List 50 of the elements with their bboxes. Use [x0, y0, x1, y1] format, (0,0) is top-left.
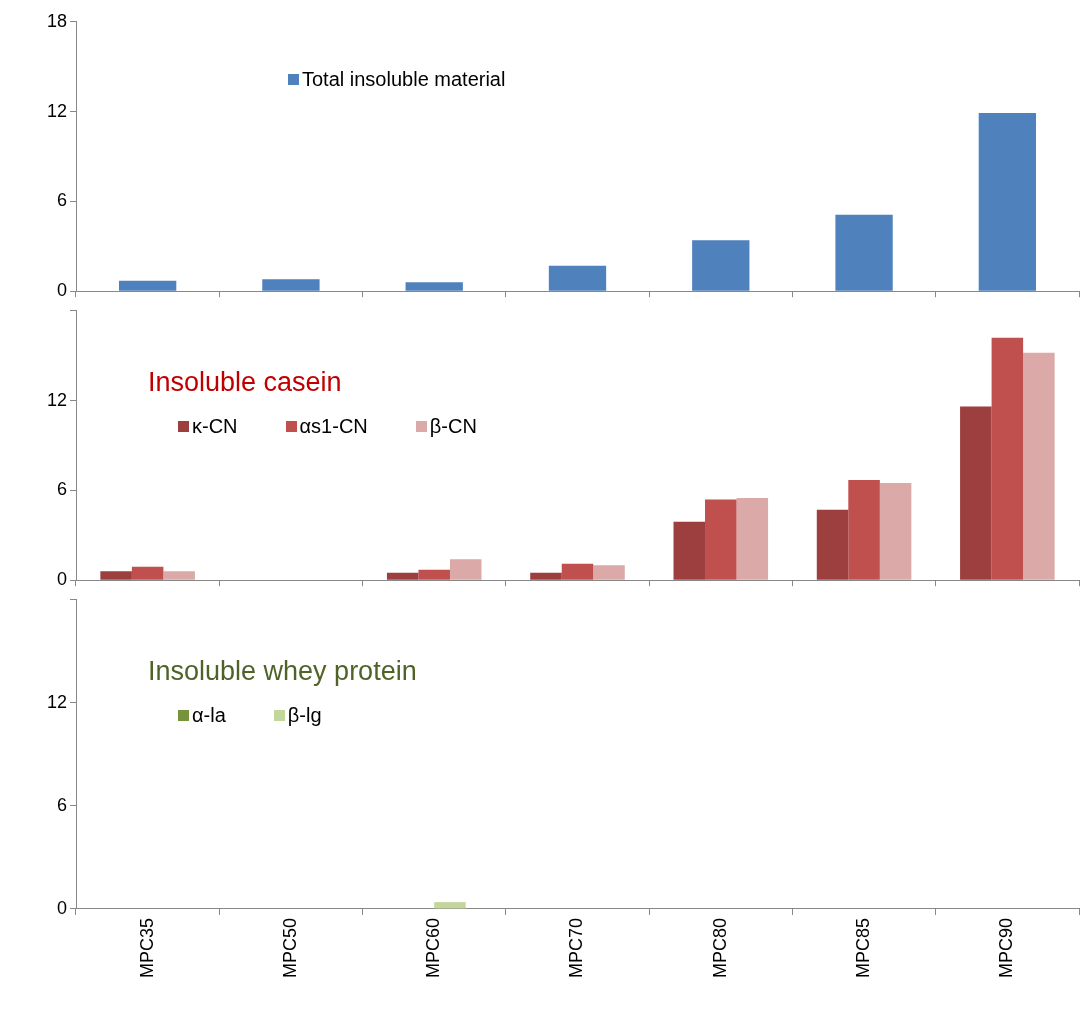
y-tick-label: 6: [56, 794, 67, 815]
y-tick-label: 0: [56, 280, 67, 301]
y-tick-label: 6: [56, 190, 67, 211]
y-tick-label: 18: [46, 10, 67, 31]
bar: [530, 572, 562, 580]
bar: [879, 482, 912, 580]
bar: [848, 479, 880, 580]
x-tick-label: MPC85: [853, 917, 874, 979]
text: Insoluble whey protein: [148, 656, 417, 687]
y-tick-label: 6: [56, 479, 67, 500]
bar: [131, 566, 164, 580]
bar: [386, 572, 419, 580]
bar: [100, 571, 132, 580]
bar: [991, 337, 1024, 580]
x-tick-label: MPC90: [996, 917, 1017, 979]
bar: [561, 563, 594, 580]
bar: [418, 569, 450, 580]
bar: [692, 240, 750, 291]
y-tick-label: 12: [46, 691, 67, 712]
y-tick-label: 12: [46, 100, 67, 121]
legend-label: α-la: [192, 704, 226, 727]
legend-label: β-CN: [429, 415, 477, 438]
bar: [705, 499, 737, 580]
x-tick-label: MPC50: [279, 917, 300, 979]
bar: [978, 113, 1037, 291]
bar: [163, 571, 195, 580]
legend-label: κ-CN: [192, 415, 238, 438]
legend-label: αs1-CN: [299, 415, 368, 438]
bar: [262, 279, 320, 291]
bar: [835, 214, 893, 291]
bar: [736, 497, 769, 580]
y-tick-label: 12: [46, 389, 67, 410]
x-tick-label: MPC60: [423, 917, 444, 979]
bar: [405, 282, 463, 291]
legend-label: Total insoluble material: [302, 68, 506, 91]
bar: [1023, 352, 1055, 580]
x-tick-label: MPC70: [566, 917, 587, 979]
legend-label: β-lg: [287, 704, 322, 727]
x-tick-label: MPC35: [136, 917, 157, 979]
x-tick-label: MPC80: [709, 917, 730, 979]
bar: [816, 509, 849, 580]
y-tick-label: 0: [56, 569, 67, 590]
bar: [118, 280, 177, 291]
bar: [449, 559, 482, 580]
bar: [960, 406, 992, 580]
bar: [548, 265, 607, 291]
bar: [673, 521, 706, 580]
text: Insoluble casein: [148, 367, 342, 398]
y-tick-label: 0: [56, 897, 67, 918]
bar: [593, 565, 625, 580]
